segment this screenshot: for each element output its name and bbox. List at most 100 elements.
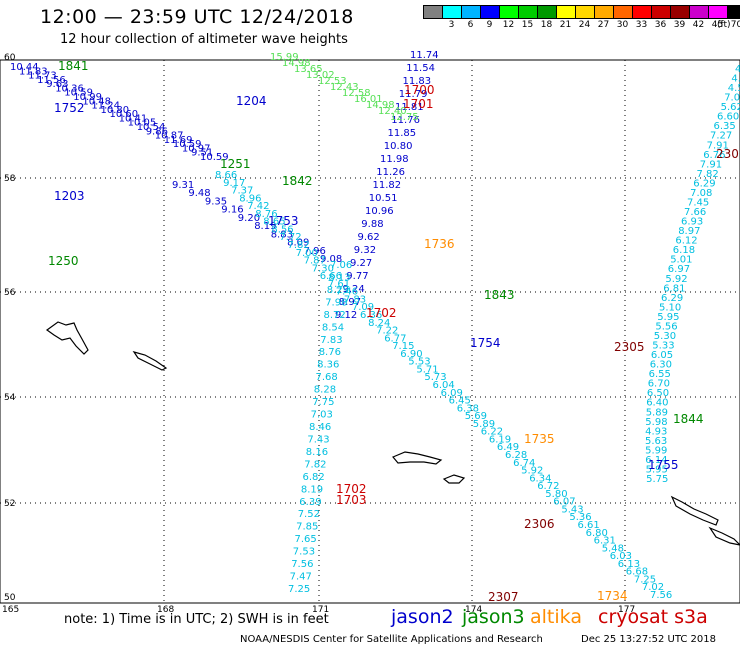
track-id-label: 2305	[614, 340, 645, 354]
wave-height-value: 11.24	[91, 101, 120, 112]
wave-height-value: 11.74	[410, 50, 439, 61]
wave-height-value: 10.48	[82, 96, 111, 107]
lat-label: 56	[4, 288, 16, 298]
wave-height-value: 8.19	[301, 484, 323, 495]
wave-height-value: 4.47	[731, 74, 740, 85]
wave-height-value: 7.00	[296, 248, 318, 259]
wave-height-value: 7.75	[312, 397, 334, 408]
wave-height-value: 8.36	[317, 360, 339, 371]
wave-height-value: 7.25	[288, 584, 310, 595]
wave-height-value: 6.22	[481, 427, 503, 438]
wave-height-value: 8.24	[368, 318, 390, 329]
wave-height-value: 8.13	[328, 273, 350, 284]
wave-height-value: 6.34	[529, 473, 551, 484]
wave-height-value: 6.36	[360, 310, 382, 321]
wave-height-value: 7.91	[707, 140, 729, 151]
legend-swatch: 39	[670, 5, 689, 30]
wave-height-value: 6.28	[505, 450, 527, 461]
wave-height-value: 7.98	[325, 297, 347, 308]
wave-height-value: 7.65	[295, 534, 317, 545]
wave-height-value: 6.13	[618, 559, 640, 570]
wave-height-value: 8.97	[339, 297, 361, 308]
island-unalaska	[708, 526, 740, 546]
wave-height-value: 9.48	[188, 188, 210, 199]
track-id-label: 1702	[336, 482, 367, 496]
wave-height-value: 7.85	[296, 522, 318, 533]
wave-height-value: 9.35	[205, 196, 227, 207]
wave-height-value: 6.77	[384, 333, 406, 344]
wave-height-value: 5.92	[521, 466, 543, 477]
wave-height-value: 16.01	[354, 94, 383, 105]
wave-height-value: 6.97	[668, 264, 690, 275]
lat-label: 60	[4, 53, 16, 63]
wave-height-value: 8.56	[271, 224, 293, 235]
wave-height-value: 5.30	[654, 331, 676, 342]
legend-swatch: 6	[461, 5, 480, 30]
wave-height-value: 5.48	[602, 543, 624, 554]
wave-height-value: 7.53	[293, 547, 315, 558]
wave-height-value: 11.85	[388, 128, 417, 139]
wave-height-value: 6.09	[441, 388, 463, 399]
wave-height-value: 11.83	[19, 66, 48, 77]
wave-height-value: 7.66	[684, 207, 706, 218]
wave-height-value: 7.22	[376, 326, 398, 337]
island-adak	[392, 451, 443, 465]
track-id-label: 1250	[48, 254, 79, 268]
wave-height-value: 11.81	[395, 102, 424, 113]
wave-height-value: 7.15	[392, 341, 414, 352]
wave-height-value: 10.60	[110, 109, 139, 120]
credit-line: NOAA/NESDIS Center for Satellite Applica…	[240, 634, 543, 645]
wave-height-value: 5.73	[424, 372, 446, 383]
wave-height-value: 12.53	[318, 76, 347, 87]
track-id-label: 1754	[470, 336, 501, 350]
generation-timestamp: Dec 25 13:27:52 UTC 2018	[581, 634, 716, 645]
satellite-label-altika: altika	[530, 606, 582, 628]
wave-height-value: 10.59	[173, 139, 202, 150]
island-buldir	[132, 350, 168, 371]
wave-height-value: 11.69	[164, 135, 193, 146]
wave-height-value: 6.45	[449, 396, 471, 407]
lon-label: 165	[2, 605, 19, 615]
legend-swatch: 18	[537, 5, 556, 30]
lat-label: 50	[4, 593, 16, 603]
wave-height-value: 5.99	[645, 445, 667, 456]
wave-height-value: 5.92	[665, 274, 687, 285]
wave-height-value: 10.36	[55, 83, 84, 94]
wave-height-value: 7.87	[304, 256, 326, 267]
wave-height-value: 6.82	[303, 472, 325, 483]
wave-height-value: 6.76	[703, 150, 725, 161]
wave-height-value: 11.26	[376, 167, 405, 178]
island-attu	[45, 321, 89, 355]
wave-height-value: 5.56	[655, 321, 677, 332]
wave-height-value: 5.80	[545, 489, 567, 500]
wave-height-value: 7.82	[697, 169, 719, 180]
legend-swatch: 3	[442, 5, 461, 30]
lon-label: 177	[618, 605, 635, 615]
lon-label: 171	[312, 605, 329, 615]
wave-height-value: 11.76	[391, 115, 420, 126]
wave-height-value: 10.54	[137, 122, 166, 133]
wave-height-value: 7.72	[279, 232, 301, 243]
wave-height-value: 9.31	[172, 180, 194, 191]
wave-height-value: 5.63	[645, 436, 667, 447]
wave-height-value: 6.04	[433, 380, 455, 391]
track-id-label: 1843	[484, 288, 515, 302]
track-id-label: 1841	[58, 59, 89, 73]
wave-height-value: 6.39	[299, 497, 321, 508]
wave-height-value: 9.63	[46, 79, 68, 90]
wave-height-value: 7.25	[634, 574, 656, 585]
wave-height-value: 11.83	[403, 76, 432, 87]
wave-height-value: 8.16	[306, 447, 328, 458]
lat-label: 54	[4, 393, 16, 403]
wave-height-value: 9.77	[346, 271, 368, 282]
track-id-label: 1753	[268, 214, 299, 228]
unit-label: (ft)	[717, 20, 731, 30]
wave-height-value: 11.98	[380, 154, 409, 165]
track-id-label: 1844	[673, 412, 704, 426]
lon-label: 174	[465, 605, 482, 615]
legend-swatch: 30	[613, 5, 632, 30]
legend-swatch: 70	[727, 5, 740, 30]
wave-height-value: 10.05	[128, 118, 157, 129]
wave-height-value: 8.72	[324, 310, 346, 321]
wave-height-value: 6.60	[717, 112, 739, 123]
